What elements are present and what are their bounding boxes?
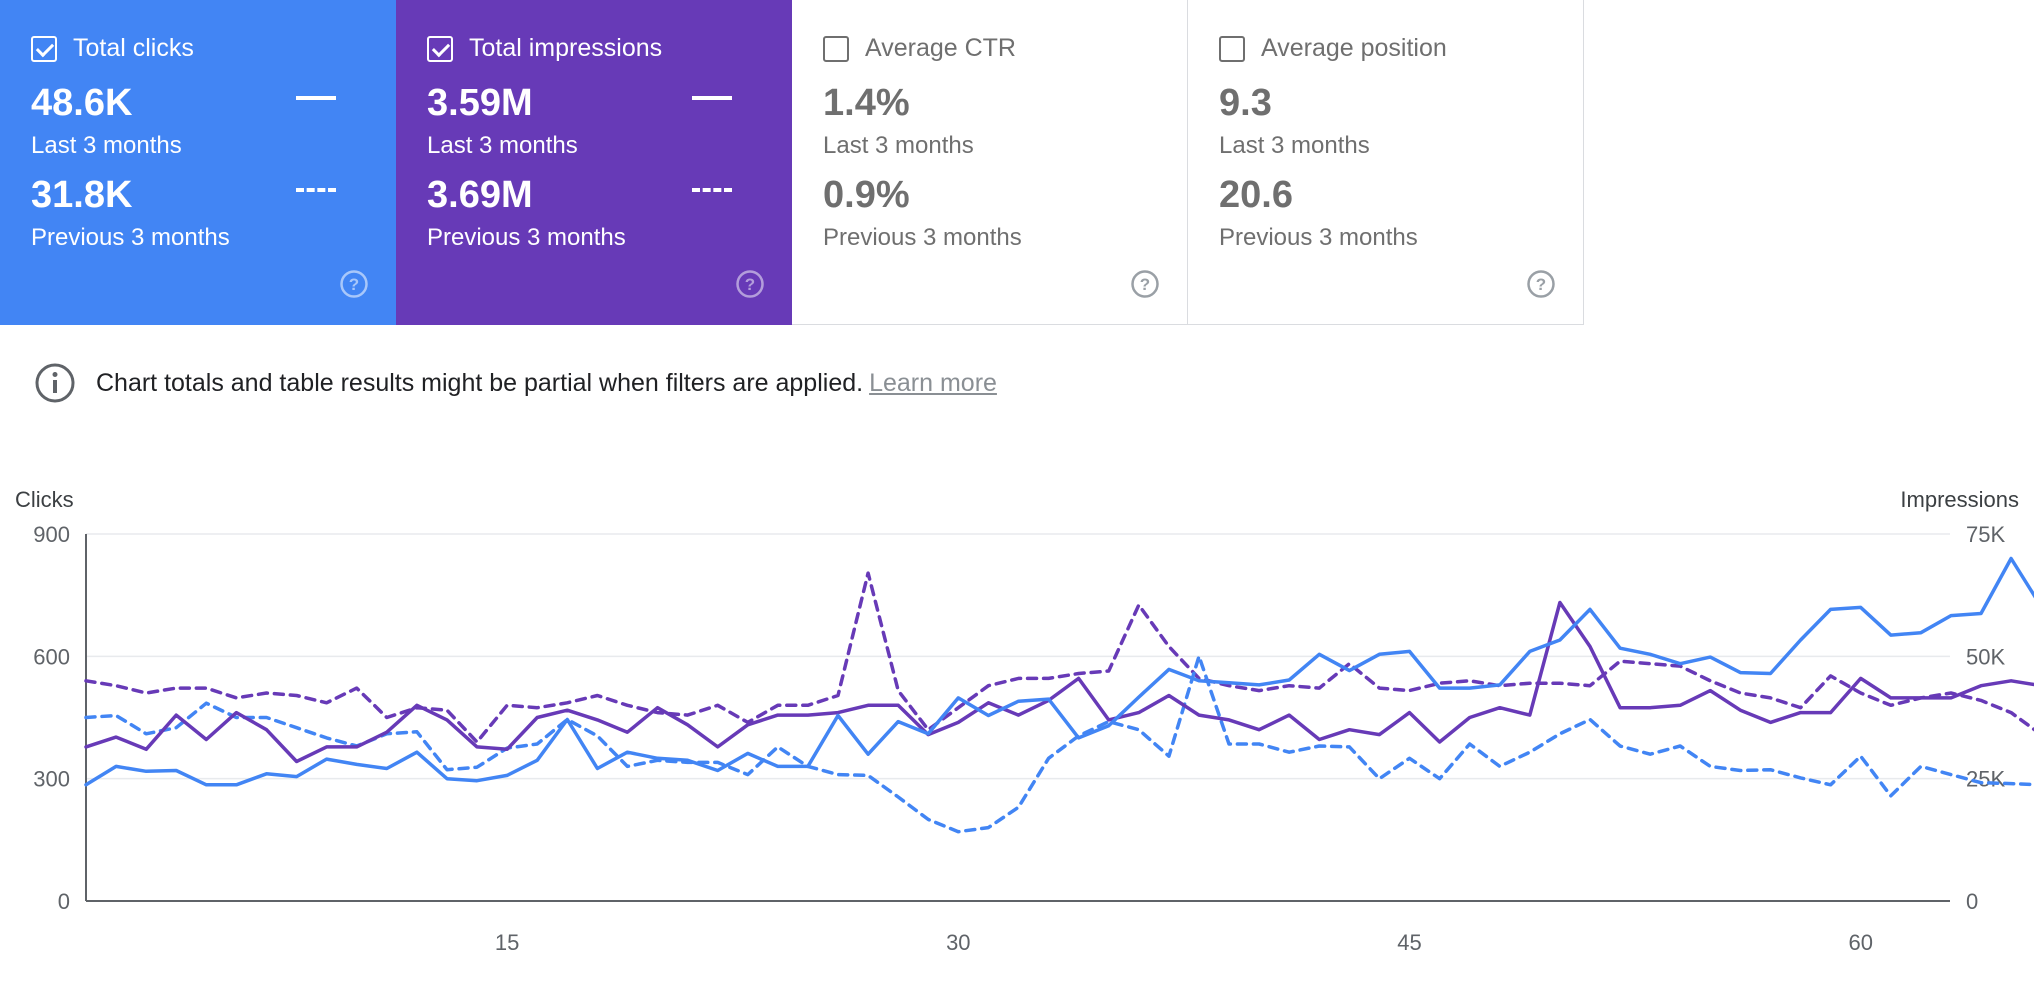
clicks-current-line	[84, 556, 2034, 787]
svg-text:?: ?	[1536, 275, 1546, 294]
y-tick-label: 300	[33, 767, 70, 792]
dashed-line-legend-icon	[692, 188, 732, 192]
current-value: 48.6K	[31, 82, 133, 124]
help-icon[interactable]: ?	[1526, 269, 1556, 299]
info-text: Chart totals and table results might be …	[96, 368, 864, 397]
y2-tick-label: 50K	[1966, 644, 2005, 669]
y2-tick-label: 75K	[1966, 522, 2005, 547]
help-icon[interactable]: ?	[339, 269, 369, 299]
svg-text:?: ?	[745, 275, 755, 294]
card-title: Average CTR	[865, 34, 1016, 62]
current-period-label: Last 3 months	[427, 132, 578, 159]
left-axis-title: Clicks	[15, 487, 74, 512]
dashed-line-legend-icon	[296, 188, 336, 192]
y-tick-label: 0	[58, 889, 70, 914]
card-title: Total clicks	[73, 34, 194, 62]
previous-period-label: Previous 3 months	[427, 224, 626, 251]
current-period-label: Last 3 months	[31, 132, 182, 159]
x-tick-label: 30	[946, 930, 970, 955]
previous-value: 0.9%	[823, 174, 910, 216]
average-ctr-header[interactable]: Average CTR	[823, 34, 1016, 63]
filter-info-banner: Chart totals and table results might be …	[34, 362, 997, 404]
help-icon[interactable]: ?	[735, 269, 765, 299]
previous-period-label: Previous 3 months	[31, 224, 230, 251]
current-period-label: Last 3 months	[1219, 132, 1370, 159]
current-value: 9.3	[1219, 82, 1272, 124]
y-tick-label: 900	[33, 522, 70, 547]
previous-value: 3.69M	[427, 174, 533, 216]
average-ctr-card[interactable]: Average CTR 1.4% Last 3 months 0.9% Prev…	[792, 0, 1188, 325]
current-value: 3.59M	[427, 82, 533, 124]
card-title: Total impressions	[469, 34, 663, 62]
average-position-card[interactable]: Average position 9.3 Last 3 months 20.6 …	[1188, 0, 1584, 325]
y-tick-label: 600	[33, 644, 70, 669]
previous-value: 20.6	[1219, 174, 1293, 216]
previous-value: 31.8K	[31, 174, 133, 216]
solid-line-legend-icon	[296, 96, 336, 100]
metric-cards: Total clicks 48.6K Last 3 months 31.8K P…	[0, 0, 1584, 325]
total-impressions-card[interactable]: Total impressions 3.59M Last 3 months 3.…	[396, 0, 792, 325]
impressions-current-line	[84, 600, 2034, 764]
total-clicks-header[interactable]: Total clicks	[31, 34, 194, 63]
current-value: 1.4%	[823, 82, 910, 124]
y2-tick-label: 0	[1966, 889, 1978, 914]
average-ctr-checkbox[interactable]	[823, 35, 849, 62]
average-position-header[interactable]: Average position	[1219, 34, 1447, 63]
chart-series	[84, 556, 2034, 834]
chart-gridlines	[85, 533, 1950, 902]
learn-more-link[interactable]: Learn more	[869, 368, 997, 397]
average-position-checkbox[interactable]	[1219, 35, 1245, 62]
x-tick-label: 45	[1397, 930, 1421, 955]
current-period-label: Last 3 months	[823, 132, 974, 159]
help-icon[interactable]: ?	[1130, 269, 1160, 299]
total-impressions-checkbox[interactable]	[427, 35, 453, 62]
x-tick-label: 60	[1848, 930, 1872, 955]
clicks-previous-line	[84, 654, 2034, 834]
right-axis-title: Impressions	[1900, 487, 2019, 512]
previous-period-label: Previous 3 months	[823, 224, 1022, 251]
impressions-previous-line	[84, 571, 2034, 744]
total-clicks-checkbox[interactable]	[31, 35, 57, 62]
svg-text:?: ?	[349, 275, 359, 294]
left-axis-ticks: 900 600 300 0	[33, 522, 70, 914]
total-clicks-card[interactable]: Total clicks 48.6K Last 3 months 31.8K P…	[0, 0, 396, 325]
x-axis-ticks: 153045607590	[495, 930, 1873, 955]
card-title: Average position	[1261, 34, 1447, 62]
info-icon	[35, 363, 75, 403]
previous-period-label: Previous 3 months	[1219, 224, 1418, 251]
solid-line-legend-icon	[692, 96, 732, 100]
svg-text:?: ?	[1140, 275, 1150, 294]
total-impressions-header[interactable]: Total impressions	[427, 34, 662, 63]
x-tick-label: 15	[495, 930, 519, 955]
